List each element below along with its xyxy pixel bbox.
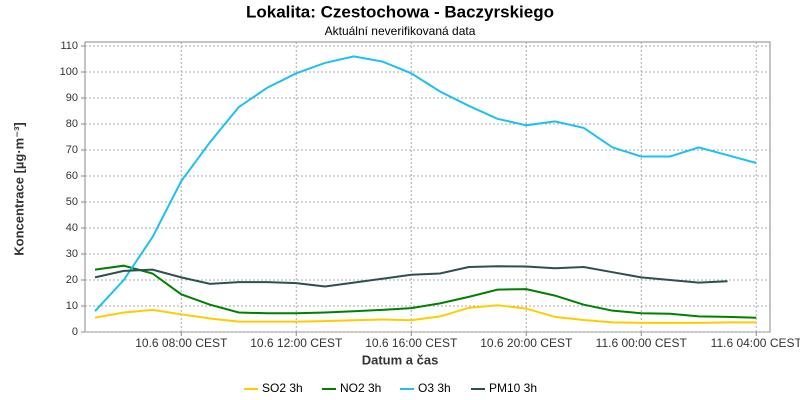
y-tick-label: 110 xyxy=(60,40,78,52)
chart-title: Lokalita: Czestochowa - Baczyrskiego xyxy=(246,2,554,21)
x-tick-label: 11.6 00:00 CEST xyxy=(596,336,688,350)
legend-label: O3 3h xyxy=(418,381,451,395)
y-tick-label: 10 xyxy=(66,300,78,312)
legend-label: SO2 3h xyxy=(262,381,303,395)
y-axis-label: Koncentrace [µg·m⁻³] xyxy=(11,122,26,256)
y-tick-label: 20 xyxy=(66,274,78,286)
legend-label: PM10 3h xyxy=(489,381,537,395)
x-tick-label: 10.6 12:00 CEST xyxy=(250,336,343,350)
x-tick-label: 10.6 16:00 CEST xyxy=(365,336,458,350)
plot-area xyxy=(84,41,771,333)
legend-label: NO2 3h xyxy=(340,381,381,395)
y-tick-label: 80 xyxy=(66,118,78,130)
line-series xyxy=(94,265,728,288)
y-tick-label: 50 xyxy=(66,196,78,208)
y-tick-label: 30 xyxy=(66,248,78,260)
line-series xyxy=(94,304,757,324)
x-tick-label: 10.6 08:00 CEST xyxy=(135,336,228,350)
line-series xyxy=(94,264,757,319)
y-tick-label: 40 xyxy=(66,222,78,234)
y-tick-label: 0 xyxy=(72,326,78,338)
x-tick-label: 10.6 20:00 CEST xyxy=(480,336,573,350)
line-series xyxy=(94,55,757,312)
chart-subtitle: Aktuální neverifikovaná data xyxy=(325,24,476,38)
y-tick-label: 60 xyxy=(66,170,78,182)
x-tick-label: 11.6 04:00 CEST xyxy=(711,336,800,350)
x-axis-label: Datum a čas xyxy=(362,352,439,367)
y-tick-label: 90 xyxy=(66,92,78,104)
y-tick-label: 100 xyxy=(60,66,78,78)
y-tick-label: 70 xyxy=(66,144,78,156)
